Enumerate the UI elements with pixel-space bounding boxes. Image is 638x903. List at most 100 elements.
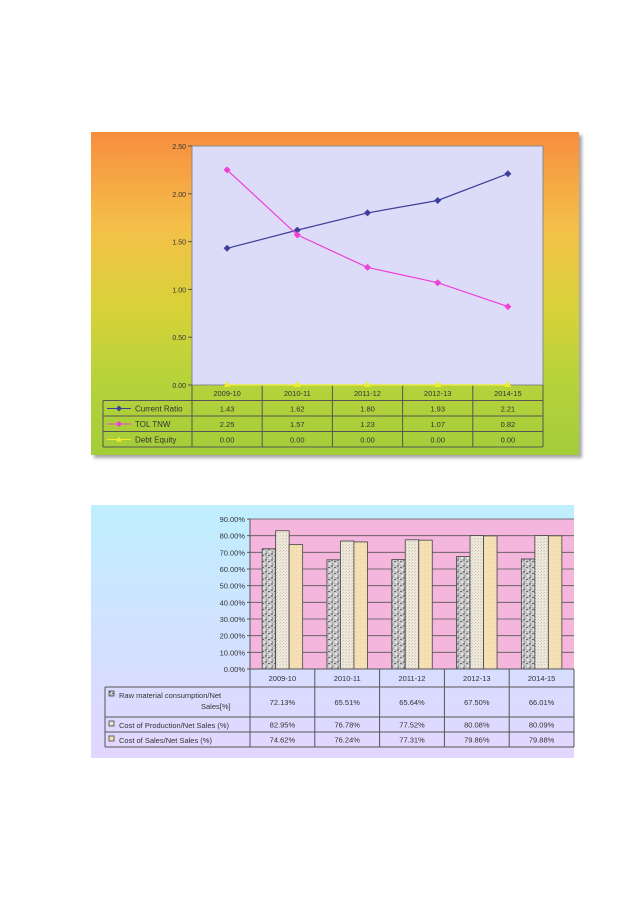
cost-chart-svg: 90.00% 80.00% 70.00% 60.00% 50.00% 40.00% 30.0…: [104, 515, 575, 748]
data-point: [364, 381, 371, 387]
data-point: [504, 381, 512, 387]
data-point: [223, 166, 231, 174]
y-tick-label: 2.50: [172, 144, 186, 151]
data-label: 1.93: [430, 405, 445, 414]
data-label: 1.43: [220, 405, 235, 414]
legend-marker: [116, 436, 122, 442]
legend-label: Cost of Sales/Net Sales (%): [119, 736, 212, 745]
y-tick-label: 10.00%: [220, 648, 246, 657]
data-label: 65.64%: [399, 698, 425, 707]
data-point: [434, 381, 442, 387]
category-label: 2014-15: [494, 389, 522, 398]
data-label: 65.51%: [334, 698, 360, 707]
data-label: 77.52%: [399, 721, 425, 730]
data-label: 0.00: [290, 436, 305, 445]
data-label: 77.31%: [399, 736, 425, 745]
y-tick-label: 40.00%: [220, 598, 246, 607]
y-tick-label: 0.00%: [224, 665, 246, 674]
data-point: [364, 263, 371, 271]
legend-marker: [116, 405, 122, 412]
bar: [456, 556, 471, 670]
y-tick-label: 80.00%: [220, 532, 246, 541]
data-point: [223, 244, 231, 252]
bar: [418, 539, 433, 670]
y-tick-label: 30.00%: [220, 615, 246, 624]
bar: [261, 548, 277, 670]
bar: [547, 535, 563, 670]
data-label: 76.78%: [334, 721, 360, 730]
data-label: 76.24%: [334, 736, 360, 745]
data-label: 79.86%: [464, 736, 490, 745]
data-label: 2.25: [220, 420, 235, 429]
cost-chart: 90.00% 80.00% 70.00% 60.00% 50.00% 40.00% 30.0…: [91, 505, 575, 758]
data-label: 0.82: [501, 420, 516, 429]
ratio-chart-svg: 2.50 2.00 1.50 1.00 0.50 0.00 2009-10 2010-11 20…: [102, 144, 544, 448]
bar: [275, 530, 290, 670]
data-label: 2.21: [501, 405, 516, 414]
legend-swatch: [108, 735, 115, 742]
data-label: 66.01%: [529, 698, 555, 707]
bar: [391, 559, 406, 670]
data-label: 0.00: [430, 436, 445, 445]
data-point: [504, 303, 512, 311]
category-label: 2012-13: [424, 389, 452, 398]
bar: [326, 559, 341, 670]
y-tick-label: 50.00%: [220, 582, 246, 591]
y-tick-label: 90.00%: [220, 515, 246, 524]
legend-label-line: Sales[%]: [201, 702, 231, 711]
bar: [469, 535, 484, 670]
y-tick-label: 1.50: [172, 240, 186, 247]
data-label: 1.80: [360, 405, 375, 414]
ratio-chart: 2.50 2.00 1.50 1.00 0.50 0.00 2009-10 2010-11 20…: [91, 132, 579, 455]
y-tick-label: 0.00: [172, 383, 186, 390]
data-label: 0.00: [220, 436, 235, 445]
legend-marker: [116, 421, 122, 427]
bar: [520, 558, 536, 670]
data-point: [434, 196, 442, 204]
legend-label: TOL TNW: [135, 420, 171, 429]
category-label: 2009-10: [213, 389, 241, 398]
legend-label: Current Ratio: [135, 405, 183, 414]
data-label: 80.08%: [464, 721, 490, 730]
y-tick-label: 20.00%: [220, 632, 246, 641]
legend-label: Cost of Production/Net Sales (%): [119, 721, 230, 730]
data-point: [504, 170, 512, 178]
data-label: 1.62: [290, 405, 305, 414]
data-point: [364, 209, 371, 217]
category-label: 2009-10: [269, 674, 297, 683]
category-label: 2011-12: [354, 389, 381, 398]
data-label: 74.62%: [270, 736, 296, 745]
data-label: 0.00: [501, 436, 516, 445]
bar: [534, 535, 549, 670]
data-label: 1.07: [430, 420, 445, 429]
data-label: 1.57: [290, 420, 305, 429]
y-tick-label: 0.50: [172, 335, 186, 342]
bar: [340, 540, 355, 670]
data-point: [293, 226, 301, 234]
legend-swatch: [108, 720, 115, 727]
data-label: 72.13%: [270, 698, 296, 707]
bar: [353, 541, 368, 670]
y-tick-label: 70.00%: [220, 548, 246, 557]
data-label: 80.09%: [529, 721, 555, 730]
category-label: 2012-13: [463, 674, 491, 683]
legend-label-line: Raw material consumption/Net: [119, 691, 222, 700]
legend-label: Raw material consumption/Net Sales[%]: [119, 691, 231, 711]
category-label: 2010-11: [284, 389, 311, 398]
data-point: [293, 381, 301, 387]
category-label: 2011-12: [399, 674, 426, 683]
category-label: 2010-11: [334, 674, 361, 683]
category-label: 2014-15: [528, 674, 556, 683]
data-point: [293, 231, 301, 239]
data-label: 82.95%: [270, 721, 296, 730]
bar: [288, 544, 304, 670]
data-label: 0.00: [360, 436, 375, 445]
data-point: [223, 381, 231, 387]
y-tick-label: 60.00%: [220, 565, 246, 574]
legend-label: Debt Equity: [135, 436, 176, 445]
y-tick-label: 1.00: [172, 287, 186, 294]
data-point: [434, 279, 442, 287]
bar: [483, 535, 498, 670]
legend-swatch: [108, 690, 115, 697]
y-tick-label: 2.00: [172, 192, 186, 199]
